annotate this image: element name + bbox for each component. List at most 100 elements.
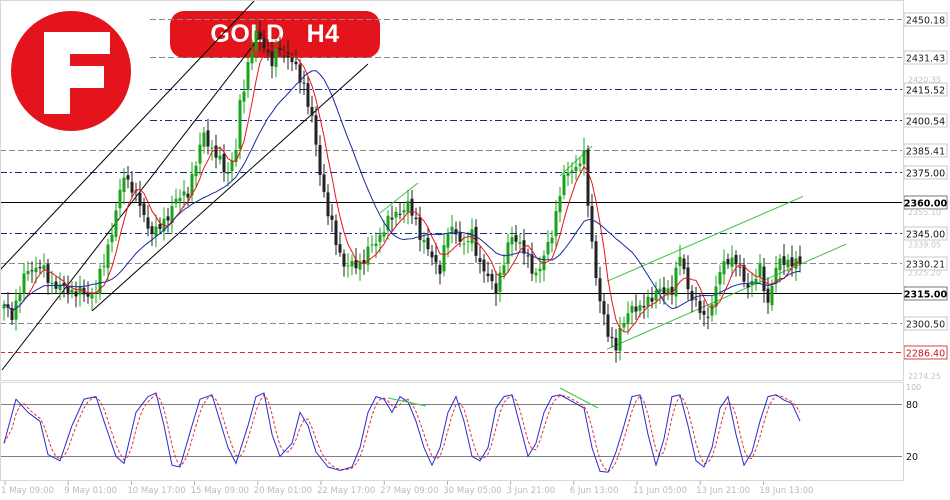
price-level-label: 2315.00: [904, 289, 948, 300]
candle-body: [730, 257, 734, 267]
candle-body: [22, 273, 26, 294]
candle-body: [70, 289, 74, 293]
candle-body: [682, 258, 686, 270]
candle-body: [686, 267, 690, 290]
price-level-label: 2385.41: [906, 146, 945, 157]
candle-body: [402, 210, 406, 213]
timeframe-label: H4: [306, 20, 340, 48]
brand-logo: [11, 11, 131, 131]
candle-body: [18, 294, 22, 302]
channel-top-line: [606, 195, 804, 282]
candle-body: [598, 278, 602, 302]
candle-body: [118, 189, 122, 209]
candle-body: [150, 226, 154, 234]
candle-body: [126, 175, 130, 180]
candle-body: [498, 272, 502, 292]
time-label: 11 Jun 05:00: [633, 486, 687, 496]
faint-tick-label: 2325.20: [908, 269, 941, 278]
candle-body: [426, 237, 430, 250]
candle-body: [534, 272, 538, 276]
title-badge: GOLD H4: [170, 11, 380, 58]
candle-body: [278, 47, 282, 52]
candle-body: [122, 177, 126, 192]
candle-body: [754, 278, 758, 284]
candle-body: [2, 304, 6, 309]
candle-body: [758, 264, 762, 277]
candle-body: [538, 268, 542, 272]
candle-body: [558, 196, 562, 213]
candle-body: [466, 241, 470, 243]
candle-body: [614, 337, 618, 351]
candle-body: [618, 327, 622, 351]
candle-body: [338, 244, 342, 253]
candle-body: [210, 147, 214, 149]
candle-body: [746, 284, 750, 288]
candle-body: [662, 287, 666, 294]
candle-body: [242, 91, 246, 102]
candle-body: [478, 258, 482, 262]
price-level-label: 2400.54: [906, 116, 945, 127]
stoch-signal-line: [3, 393, 801, 473]
candle-body: [434, 255, 438, 263]
time-label: 10 May 17:00: [127, 486, 185, 496]
candle-body: [194, 165, 198, 177]
candle-body: [314, 115, 318, 145]
osc-level-label: 80: [906, 400, 918, 411]
time-label: 6 Jun 13:00: [570, 486, 619, 496]
faint-tick-label: 2339.05: [908, 241, 941, 250]
candle-body: [674, 267, 678, 297]
candle-body: [382, 232, 386, 237]
candle-body: [650, 297, 654, 302]
candle-body: [410, 198, 414, 216]
candle-body: [78, 285, 82, 295]
osc-divergence-b: [559, 387, 599, 409]
candle-body: [578, 163, 582, 167]
trend-channels: [0, 0, 847, 371]
candle-body: [514, 235, 518, 242]
candle-body: [450, 226, 454, 232]
candle-body: [414, 217, 418, 220]
candle-body: [694, 298, 698, 300]
candle-body: [234, 150, 238, 163]
candle-body: [42, 265, 46, 270]
price-chart: 2450.18 2431.43 2415.52 2400.54 2385.41 2375.…: [0, 0, 948, 381]
candle-body: [262, 38, 266, 49]
candle-body: [506, 242, 510, 264]
candle-body: [770, 285, 774, 306]
candle-body: [554, 211, 558, 237]
candle-body: [366, 246, 370, 265]
candle-body: [230, 160, 234, 171]
candle-body: [306, 83, 310, 107]
candle-body: [786, 259, 790, 268]
price-level-label: 2415.52: [906, 85, 945, 96]
candle-body: [62, 282, 66, 286]
candle-body: [762, 266, 766, 292]
price-level-label: 2375.00: [906, 168, 945, 179]
up-channel-upper-a: [0, 0, 256, 271]
candle-body: [218, 155, 222, 160]
candle-body: [158, 224, 162, 229]
candle-body: [346, 265, 350, 267]
time-label: 20 May 01:00: [254, 486, 312, 496]
candle-body: [190, 174, 194, 196]
candle-body: [742, 264, 746, 282]
price-level-label: 2360.00: [904, 198, 948, 209]
candle-body: [266, 49, 270, 53]
price-axis: 2450.18 2431.43 2415.52 2400.54 2385.41 2375.…: [903, 12, 948, 381]
osc-top-tick: 100: [906, 383, 921, 392]
candle-body: [142, 203, 146, 216]
candle-body: [714, 286, 718, 307]
candle-body: [654, 290, 658, 301]
candle-body: [634, 306, 638, 312]
candle-body: [354, 259, 358, 269]
candle-body: [546, 242, 550, 255]
stochastic-lines: 80 20 100: [0, 383, 921, 473]
candle-body: [658, 288, 662, 292]
candle-body: [738, 266, 742, 268]
candle-body: [254, 30, 258, 51]
osc-level-label: 20: [906, 452, 918, 463]
candle-body: [226, 172, 230, 175]
candle-body: [90, 294, 94, 299]
candle-body: [310, 107, 314, 116]
candle-body: [238, 100, 242, 149]
